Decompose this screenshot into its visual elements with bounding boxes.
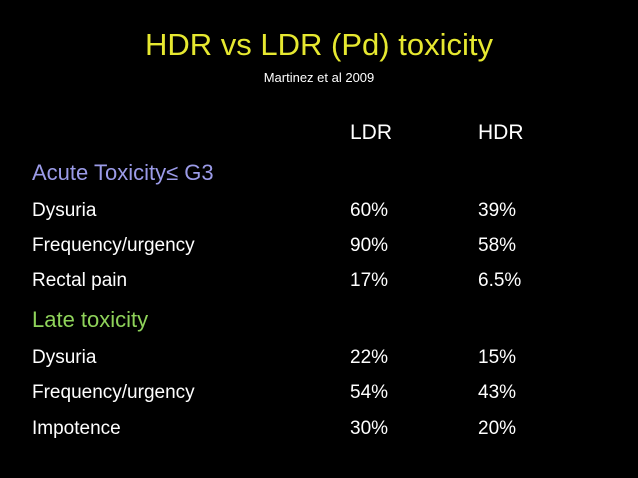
row-hdr-value: 58% <box>478 235 517 256</box>
table-row: Impotence 30% 20% <box>0 416 638 442</box>
slide-title: HDR vs LDR (Pd) toxicity <box>145 27 493 62</box>
table-row: Frequency/urgency 54% 43% <box>0 380 638 406</box>
row-ldr-value: 22% <box>350 347 389 368</box>
table-row: Rectal pain 17% 6.5% <box>0 268 638 294</box>
row-hdr-value: 6.5% <box>478 270 522 291</box>
row-hdr-value: 20% <box>478 418 517 439</box>
column-header-hdr: HDR <box>478 121 524 144</box>
row-hdr-value: 15% <box>478 347 517 368</box>
row-label: Impotence <box>32 418 121 439</box>
row-label: Frequency/urgency <box>32 235 195 256</box>
row-label: Frequency/urgency <box>32 382 195 403</box>
row-label: Dysuria <box>32 347 97 368</box>
table-row: Dysuria 60% 39% <box>0 198 638 224</box>
row-label: Dysuria <box>32 200 97 221</box>
row-ldr-value: 90% <box>350 235 389 256</box>
row-ldr-value: 17% <box>350 270 389 291</box>
slide-subtitle: Martinez et al 2009 <box>263 70 375 85</box>
row-hdr-value: 39% <box>478 200 517 221</box>
section-heading-late: Late toxicity <box>32 307 149 332</box>
row-ldr-value: 54% <box>350 382 389 403</box>
section-heading-acute: Acute Toxicity≤ G3 <box>32 160 214 185</box>
column-header-ldr: LDR <box>350 121 393 144</box>
table-row: Frequency/urgency 90% 58% <box>0 233 638 259</box>
row-ldr-value: 30% <box>350 418 389 439</box>
column-header-row: LDR HDR <box>0 120 638 146</box>
row-label: Rectal pain <box>32 270 128 291</box>
row-hdr-value: 43% <box>478 382 517 403</box>
row-ldr-value: 60% <box>350 200 389 221</box>
table-row: Dysuria 22% 15% <box>0 345 638 371</box>
